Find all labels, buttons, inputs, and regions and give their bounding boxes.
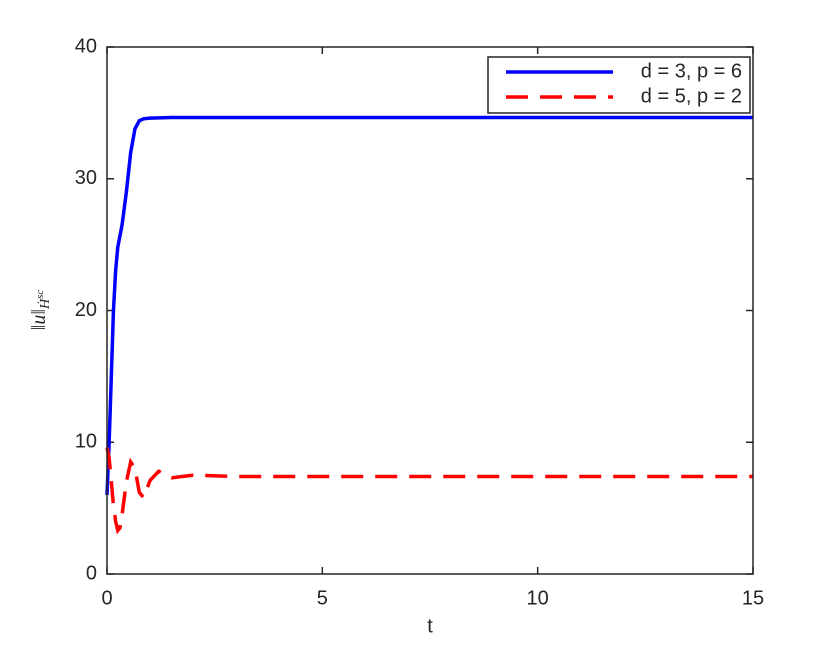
- legend-label: d = 5, p = 2: [641, 85, 742, 107]
- legend-box: [487, 56, 751, 114]
- y-label-subscript: Ḣ: [37, 298, 53, 310]
- y-tick-label: 10: [75, 431, 97, 453]
- y-tick-label: 40: [75, 35, 97, 57]
- y-label-norm: ‖u‖: [28, 309, 50, 330]
- data-line: [105, 447, 753, 535]
- y-tick-label: 20: [75, 299, 97, 321]
- data-line: [105, 115, 753, 496]
- y-tick-label: 0: [86, 562, 97, 584]
- legend-label: d = 3, p = 6: [641, 60, 742, 82]
- x-tick-label: 10: [527, 587, 549, 609]
- x-tick-label: 0: [101, 587, 112, 609]
- plot-frame: [106, 46, 754, 575]
- x-tick-label: 15: [742, 587, 764, 609]
- y-label-superscript: sc: [34, 290, 46, 299]
- y-tick-label: 30: [75, 167, 97, 189]
- y-axis-label: ‖u‖Ḣsc: [28, 290, 54, 331]
- x-axis-label: t: [427, 615, 433, 637]
- x-tick-label: 5: [317, 587, 328, 609]
